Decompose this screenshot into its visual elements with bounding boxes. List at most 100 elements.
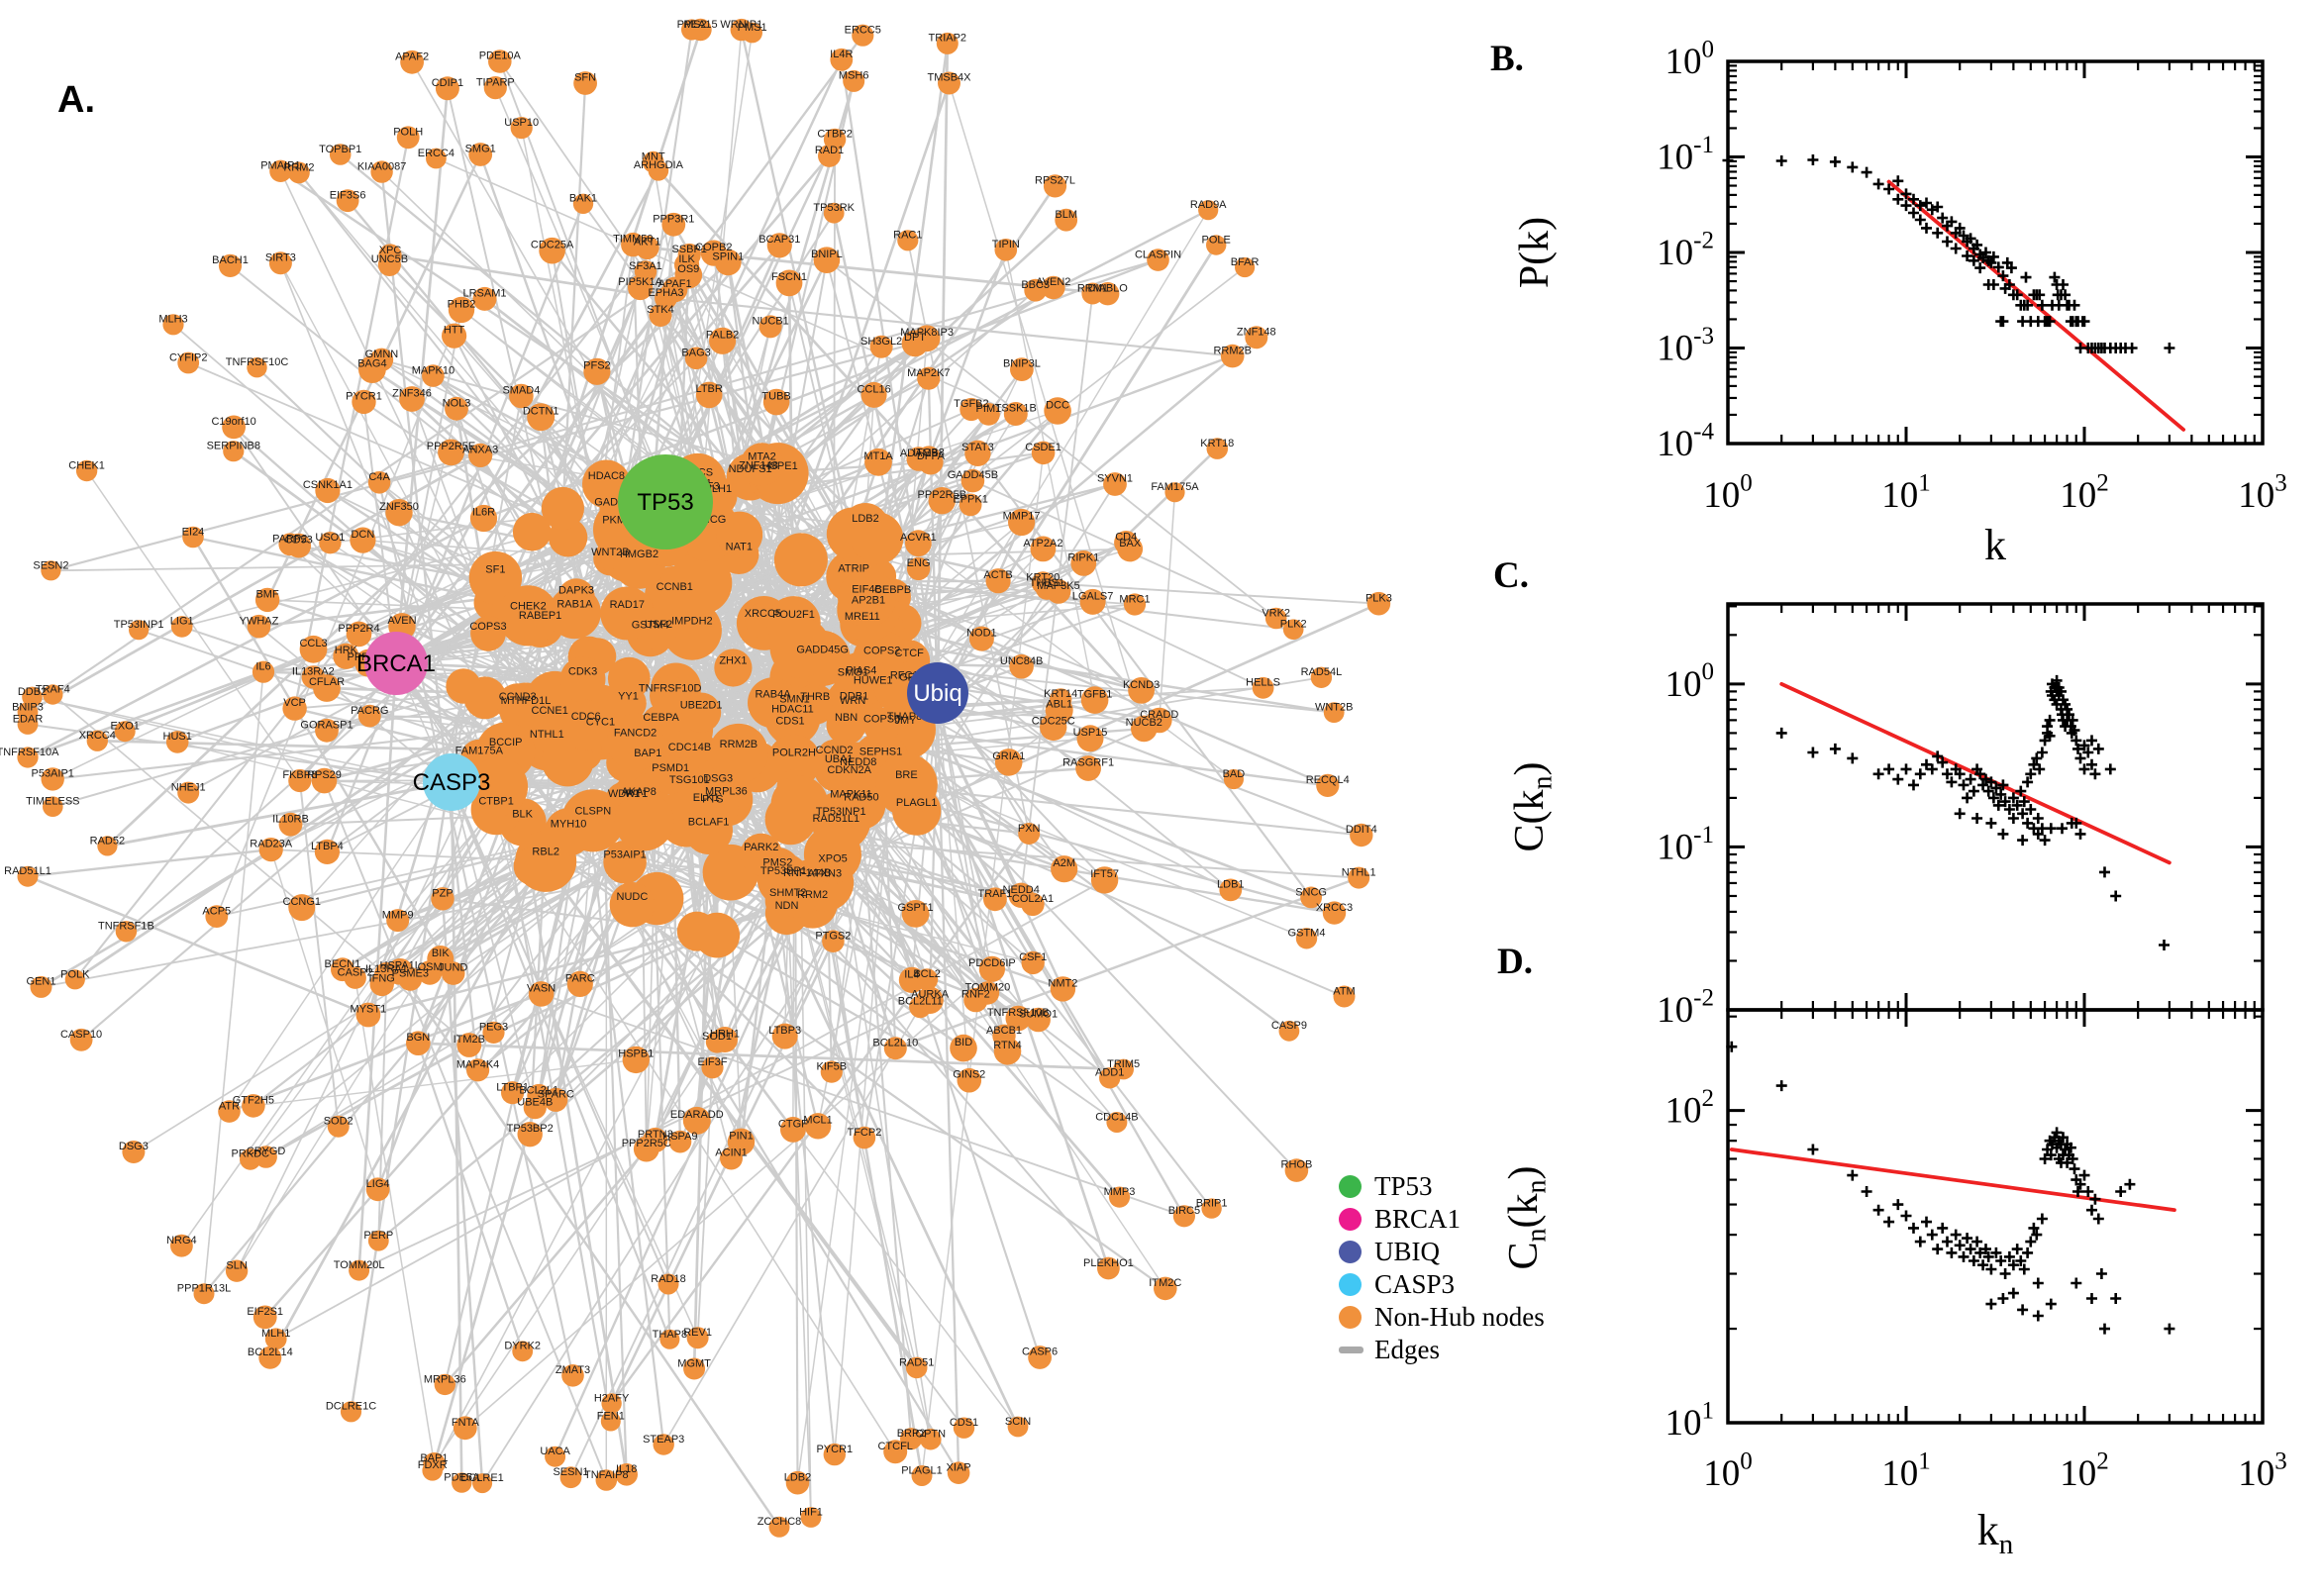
legend-item-label: UBIQ	[1374, 1237, 1440, 1266]
gene-label: LTBP3	[768, 1025, 801, 1037]
non-hub-node	[681, 692, 722, 733]
non-hub-node	[1295, 928, 1318, 949]
non-hub-node	[223, 441, 245, 462]
non-hub-node	[768, 1516, 790, 1538]
non-hub-node	[960, 468, 985, 493]
non-hub-node	[434, 1373, 455, 1396]
non-hub-node	[205, 905, 229, 928]
legend-item-casp3: CASP3	[1339, 1268, 1545, 1301]
gene-label: RRM2	[797, 889, 828, 901]
non-hub-node	[315, 477, 341, 504]
gene-label: PPP2R5B	[918, 489, 967, 501]
gene-label: PMAIP1	[260, 160, 300, 172]
non-hub-node	[240, 1148, 261, 1170]
network-edge	[696, 1067, 714, 1339]
non-hub-node	[340, 1401, 362, 1423]
legend-item-label: CASP3	[1374, 1269, 1456, 1299]
non-hub-node	[247, 614, 271, 639]
non-hub-node	[288, 161, 310, 184]
network-edge	[941, 266, 1246, 502]
non-hub-node	[978, 955, 1006, 982]
gene-label: FKBP8	[282, 769, 317, 781]
gene-label: RAD1	[815, 145, 844, 156]
gene-label: CASP6	[1022, 1347, 1058, 1358]
gene-label: CDC25A	[531, 240, 574, 251]
gene-label: SOD2	[324, 1116, 354, 1128]
non-hub-node	[851, 512, 904, 565]
non-hub-node	[378, 244, 402, 267]
non-hub-node	[165, 731, 189, 753]
network-edge	[481, 483, 1116, 1484]
gene-label: CDIP1	[432, 77, 463, 89]
network-edge	[381, 171, 718, 497]
gene-label: RECQL4	[1306, 774, 1350, 786]
gene-label: NDN	[775, 900, 799, 912]
gene-label: ANXA3	[462, 445, 498, 456]
non-hub-node	[994, 239, 1018, 261]
non-hub-node	[282, 696, 307, 721]
non-hub-node	[804, 1113, 832, 1140]
non-hub-node	[917, 366, 941, 390]
non-hub-node	[1031, 571, 1055, 595]
gene-label: MCL1	[803, 1115, 832, 1127]
hub-label-tp53: TP53	[637, 489, 693, 516]
x-tick-label: 101	[1881, 1447, 1931, 1494]
non-hub-node	[740, 443, 784, 486]
non-hub-node	[301, 665, 325, 689]
gene-label: BACH1	[212, 254, 249, 266]
gene-label: APAF2	[395, 51, 429, 63]
non-hub-node	[668, 1130, 692, 1153]
gene-label: DDB1	[840, 691, 868, 703]
gene-label: MRE11	[845, 611, 880, 623]
network-edge	[711, 1066, 960, 1474]
gene-label: NOL3	[443, 397, 471, 409]
non-hub-node	[684, 347, 708, 370]
network-edge	[106, 261, 730, 848]
non-hub-node	[1333, 985, 1356, 1008]
gene-label: PPP2R4	[338, 623, 379, 635]
gene-label: PTGS2	[815, 931, 851, 943]
gene-label: ILK	[678, 253, 695, 265]
x-tick-label: 100	[1703, 469, 1753, 516]
gene-label: APAF1	[658, 278, 692, 290]
non-hub-node	[365, 1177, 390, 1202]
gene-label: XRCC5	[745, 608, 781, 620]
gene-label: OPTN	[916, 1429, 947, 1441]
non-hub-node	[607, 656, 651, 700]
network-edge	[264, 1044, 470, 1158]
hub-node-casp3	[423, 753, 480, 811]
gene-label: TNFAIP8	[584, 1469, 629, 1481]
non-hub-node	[177, 781, 200, 804]
gene-label: WT1	[625, 788, 648, 800]
legend-color-dot	[1339, 1175, 1362, 1198]
gene-label: GMNN	[365, 349, 399, 360]
gene-label: IL10RB	[272, 813, 309, 825]
gene-label: PRTN3	[638, 1129, 673, 1141]
gene-label: AKAP8	[621, 786, 656, 798]
non-hub-node	[367, 471, 391, 494]
gene-label: TIMELESS	[26, 796, 79, 808]
non-hub-node	[1322, 901, 1347, 925]
gene-label: POLK	[60, 968, 90, 980]
gene-label: NUDC	[617, 891, 649, 903]
non-hub-node	[1323, 702, 1345, 723]
non-hub-node	[766, 233, 792, 258]
non-hub-node	[311, 767, 338, 794]
non-hub-node	[650, 675, 691, 717]
network-edge	[834, 338, 928, 1455]
y-tick-label: 100	[1666, 36, 1715, 82]
x-tick-label: 101	[1881, 469, 1931, 516]
non-hub-node	[762, 388, 790, 416]
network-panel: THAP8 CDC14B DSG3 NTHL1 SMG1 CDS1 MLH1 MRPL36 BA…	[0, 18, 1392, 1538]
non-hub-node	[573, 71, 597, 95]
gene-label: RBL2	[532, 847, 559, 858]
gene-label: ACTB	[983, 569, 1012, 581]
non-hub-node	[901, 900, 930, 928]
non-hub-node	[509, 383, 534, 409]
gene-label: BCL2L14	[248, 1347, 293, 1358]
gene-label: DYRK2	[504, 1341, 541, 1352]
gene-label: MT1A	[863, 450, 893, 462]
gene-label: MYH10	[551, 819, 587, 831]
non-hub-node	[1031, 441, 1056, 465]
non-hub-node	[350, 527, 376, 553]
